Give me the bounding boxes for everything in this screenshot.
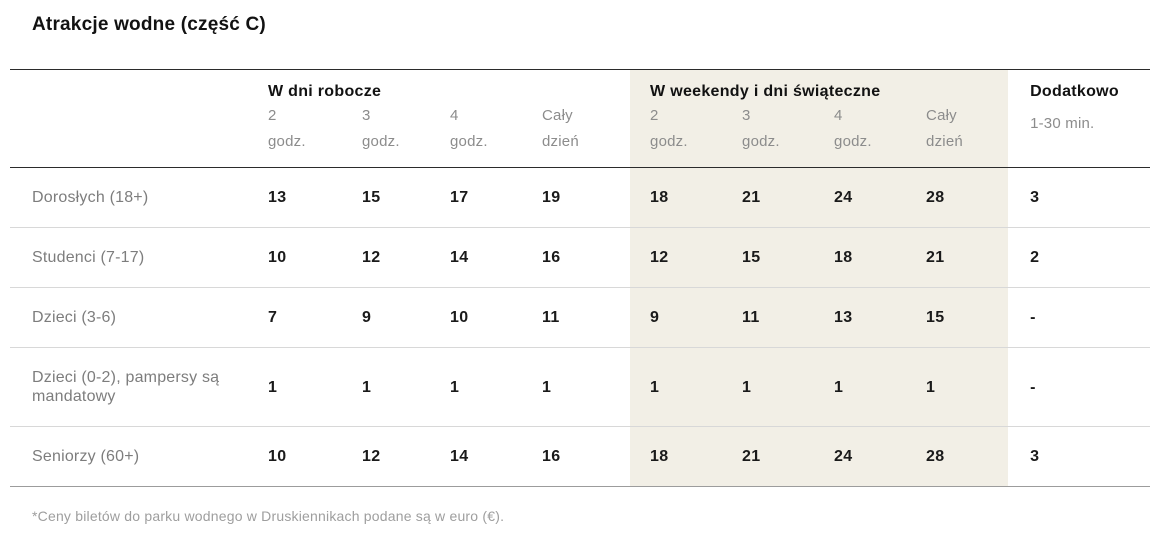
price-cell: 24 bbox=[814, 167, 907, 228]
empty-header-cell bbox=[10, 101, 258, 168]
table-row-children-3-6: Dzieci (3-6) 7 9 10 11 9 11 13 15 - bbox=[10, 287, 1151, 348]
price-cell: 1 bbox=[630, 347, 723, 427]
price-cell: 1 bbox=[722, 347, 815, 427]
price-cell: 9 bbox=[362, 309, 372, 326]
empty-header-cell bbox=[10, 70, 258, 102]
price-cell: 2 bbox=[1030, 249, 1040, 266]
price-cell: 13 bbox=[814, 287, 907, 348]
price-cell: 21 bbox=[722, 426, 815, 487]
sub-header-weekend-fullday: Cały dzień bbox=[906, 101, 1009, 168]
price-cell: 16 bbox=[542, 448, 561, 465]
price-cell: 11 bbox=[542, 309, 560, 326]
price-cell: 10 bbox=[268, 448, 287, 465]
price-cell: 13 bbox=[268, 189, 287, 206]
price-cell: 18 bbox=[814, 227, 907, 288]
price-cell: 12 bbox=[630, 227, 723, 288]
sub-header-weekend-4h: 4 godz. bbox=[814, 101, 907, 168]
price-cell: 1 bbox=[268, 378, 278, 396]
price-cell: 12 bbox=[362, 448, 381, 465]
table-row-adults: Dorosłych (18+) 13 15 17 19 18 21 24 28 … bbox=[10, 167, 1150, 228]
table-row-students: Studenci (7-17) 10 12 14 16 12 15 18 21 … bbox=[10, 227, 1151, 288]
price-cell: 3 bbox=[1030, 189, 1040, 206]
price-cell: 28 bbox=[906, 426, 1009, 487]
price-cell: 3 bbox=[1030, 448, 1040, 465]
pricing-table: W dni robocze W weekendy i dni świąteczn… bbox=[10, 69, 1151, 487]
price-cell: 11 bbox=[722, 287, 815, 348]
price-cell: - bbox=[1030, 378, 1036, 396]
group-header-weekday: W dni robocze bbox=[268, 83, 382, 100]
price-cell: 10 bbox=[450, 309, 469, 326]
price-cell: 1 bbox=[542, 378, 552, 396]
price-cell: 17 bbox=[450, 189, 469, 206]
price-cell: 14 bbox=[450, 249, 469, 266]
page-title: Atrakcje wodne (część C) bbox=[32, 14, 266, 35]
price-cell: 14 bbox=[450, 448, 469, 465]
group-header-row: W dni robocze W weekendy i dni świąteczn… bbox=[10, 69, 1150, 102]
price-cell: 15 bbox=[362, 189, 381, 206]
price-cell: 15 bbox=[906, 287, 1009, 348]
price-cell: 1 bbox=[450, 378, 460, 396]
price-cell: 18 bbox=[630, 167, 723, 228]
sub-header-extra: 1-30 min. bbox=[1030, 115, 1095, 132]
row-label: Dzieci (0-2), pampersy są mandatowy bbox=[32, 369, 220, 405]
footnote: *Ceny biletów do parku wodnego w Druskie… bbox=[32, 508, 505, 524]
row-label: Seniorzy (60+) bbox=[32, 448, 140, 465]
table-body: Dorosłych (18+) 13 15 17 19 18 21 24 28 … bbox=[10, 167, 1151, 487]
sub-header-weekday-4h: 4 godz. bbox=[450, 107, 488, 150]
price-cell: - bbox=[1030, 309, 1036, 326]
price-cell: 7 bbox=[268, 309, 278, 326]
sub-header-weekend-2h: 2 godz. bbox=[630, 101, 723, 168]
table-row-seniors: Seniorzy (60+) 10 12 14 16 18 21 24 28 3 bbox=[10, 426, 1151, 487]
row-label: Dzieci (3-6) bbox=[32, 309, 117, 326]
row-label: Dorosłych (18+) bbox=[32, 189, 149, 206]
price-cell: 1 bbox=[906, 347, 1009, 427]
price-cell: 21 bbox=[722, 167, 815, 228]
sub-header-weekday-fullday: Cały dzień bbox=[542, 107, 579, 150]
price-cell: 24 bbox=[814, 426, 907, 487]
price-cell: 1 bbox=[362, 378, 372, 396]
sub-header-weekday-2h: 2 godz. bbox=[268, 107, 306, 150]
sub-header-weekday-3h: 3 godz. bbox=[362, 107, 400, 150]
price-cell: 16 bbox=[542, 249, 561, 266]
price-cell: 19 bbox=[542, 189, 561, 206]
price-cell: 28 bbox=[906, 167, 1009, 228]
price-cell: 1 bbox=[814, 347, 907, 427]
group-header-weekend: W weekendy i dni świąteczne bbox=[630, 69, 1009, 101]
sub-header-row: 2 godz. 3 godz. 4 godz. Cały dzień 2 god… bbox=[10, 101, 1151, 168]
table-header: W dni robocze W weekendy i dni świąteczn… bbox=[10, 69, 1151, 168]
sub-header-weekend-3h: 3 godz. bbox=[722, 101, 815, 168]
row-label: Studenci (7-17) bbox=[32, 249, 145, 266]
group-header-extra: Dodatkowo bbox=[1030, 83, 1119, 100]
table-row-children-0-2: Dzieci (0-2), pampersy są mandatowy 1 1 … bbox=[10, 347, 1151, 427]
price-cell: 21 bbox=[906, 227, 1009, 288]
page: Atrakcje wodne (część C) W dni robocze W… bbox=[0, 14, 1162, 546]
price-cell: 10 bbox=[268, 249, 287, 266]
price-cell: 12 bbox=[362, 249, 381, 266]
price-cell: 18 bbox=[630, 426, 723, 487]
price-cell: 9 bbox=[630, 287, 723, 348]
price-cell: 15 bbox=[722, 227, 815, 288]
